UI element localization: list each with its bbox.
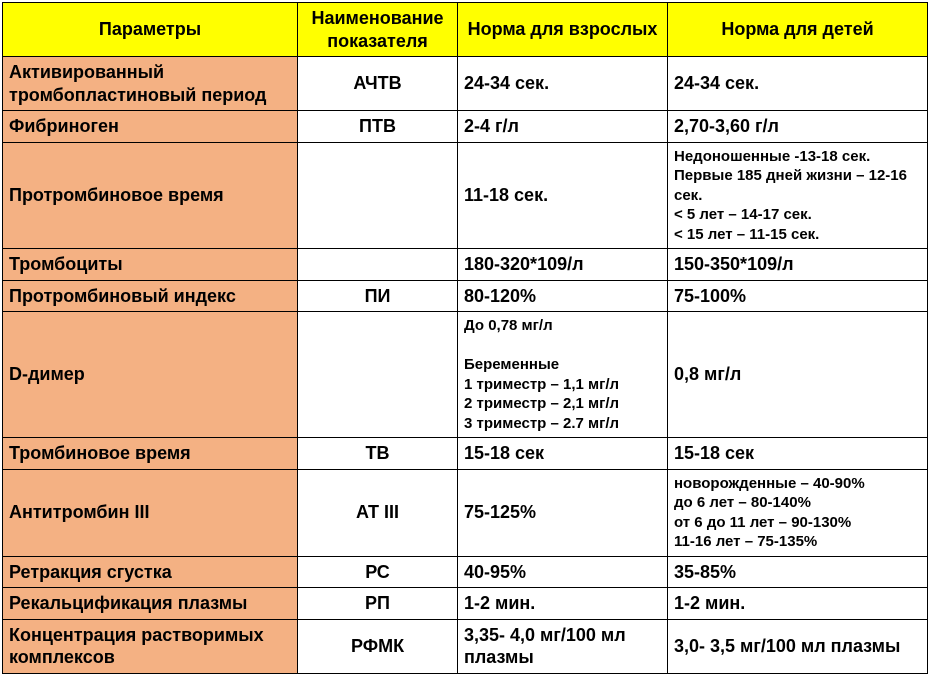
parameter-name: Рекальцификация плазмы: [3, 588, 298, 620]
adult-norm-value: 75-125%: [458, 469, 668, 556]
child-norm-value: Недоношенные -13-18 сек. Первые 185 дней…: [668, 142, 928, 249]
table-row: Антитромбин IIIАТ III75-125%новорожденны…: [3, 469, 928, 556]
adult-norm-value: 2-4 г/л: [458, 111, 668, 143]
parameter-name: Протромбиновый индекс: [3, 280, 298, 312]
table-header-row: Параметры Наименование показателя Норма …: [3, 3, 928, 57]
parameter-name: Активированный тромбопластиновый период: [3, 57, 298, 111]
indicator-abbrev: АЧТВ: [298, 57, 458, 111]
coagulation-norms-table: Параметры Наименование показателя Норма …: [2, 2, 928, 674]
table-row: Протромбиновое время 11-18 сек.Недоношенн…: [3, 142, 928, 249]
child-norm-value: 75-100%: [668, 280, 928, 312]
adult-norm-value: 80-120%: [458, 280, 668, 312]
adult-norm-value: 180-320*109/л: [458, 249, 668, 281]
table-row: Тромбоциты 180-320*109/л150-350*109/л: [3, 249, 928, 281]
indicator-abbrev: РФМК: [298, 619, 458, 673]
adult-norm-value: 40-95%: [458, 556, 668, 588]
child-norm-value: новорожденные – 40-90% до 6 лет – 80-140…: [668, 469, 928, 556]
indicator-abbrev: РС: [298, 556, 458, 588]
child-norm-value: 150-350*109/л: [668, 249, 928, 281]
table-row: Рекальцификация плазмыРП1-2 мин.1-2 мин.: [3, 588, 928, 620]
table-row: Протромбиновый индексПИ80-120%75-100%: [3, 280, 928, 312]
table-body: Активированный тромбопластиновый периодА…: [3, 57, 928, 674]
table-row: Тромбиновое времяТВ15-18 сек15-18 сек: [3, 438, 928, 470]
table-row: Концентрация растворимых комплексовРФМК3…: [3, 619, 928, 673]
parameter-name: Протромбиновое время: [3, 142, 298, 249]
parameter-name: Фибриноген: [3, 111, 298, 143]
adult-norm-value: 24-34 сек.: [458, 57, 668, 111]
table-row: Активированный тромбопластиновый периодА…: [3, 57, 928, 111]
header-adult-norm: Норма для взрослых: [458, 3, 668, 57]
indicator-abbrev: ПТВ: [298, 111, 458, 143]
child-norm-value: 35-85%: [668, 556, 928, 588]
parameter-name: Антитромбин III: [3, 469, 298, 556]
adult-norm-value: 15-18 сек: [458, 438, 668, 470]
parameter-name: Концентрация растворимых комплексов: [3, 619, 298, 673]
table-row: ФибриногенПТВ2-4 г/л2,70-3,60 г/л: [3, 111, 928, 143]
indicator-abbrev: АТ III: [298, 469, 458, 556]
table-row: D-димер До 0,78 мг/л Беременные 1 тримест…: [3, 312, 928, 438]
indicator-abbrev: ТВ: [298, 438, 458, 470]
indicator-abbrev: РП: [298, 588, 458, 620]
indicator-abbrev: [298, 312, 458, 438]
parameter-name: Ретракция сгустка: [3, 556, 298, 588]
indicator-abbrev: [298, 249, 458, 281]
header-child-norm: Норма для детей: [668, 3, 928, 57]
parameter-name: D-димер: [3, 312, 298, 438]
child-norm-value: 3,0- 3,5 мг/100 мл плазмы: [668, 619, 928, 673]
header-parameters: Параметры: [3, 3, 298, 57]
child-norm-value: 15-18 сек: [668, 438, 928, 470]
child-norm-value: 24-34 сек.: [668, 57, 928, 111]
table-row: Ретракция сгусткаРС40-95%35-85%: [3, 556, 928, 588]
child-norm-value: 0,8 мг/л: [668, 312, 928, 438]
child-norm-value: 2,70-3,60 г/л: [668, 111, 928, 143]
parameter-name: Тромбоциты: [3, 249, 298, 281]
parameter-name: Тромбиновое время: [3, 438, 298, 470]
indicator-abbrev: ПИ: [298, 280, 458, 312]
adult-norm-value: 11-18 сек.: [458, 142, 668, 249]
child-norm-value: 1-2 мин.: [668, 588, 928, 620]
adult-norm-value: До 0,78 мг/л Беременные 1 триместр – 1,1…: [458, 312, 668, 438]
indicator-abbrev: [298, 142, 458, 249]
header-indicator: Наименование показателя: [298, 3, 458, 57]
adult-norm-value: 1-2 мин.: [458, 588, 668, 620]
adult-norm-value: 3,35- 4,0 мг/100 мл плазмы: [458, 619, 668, 673]
